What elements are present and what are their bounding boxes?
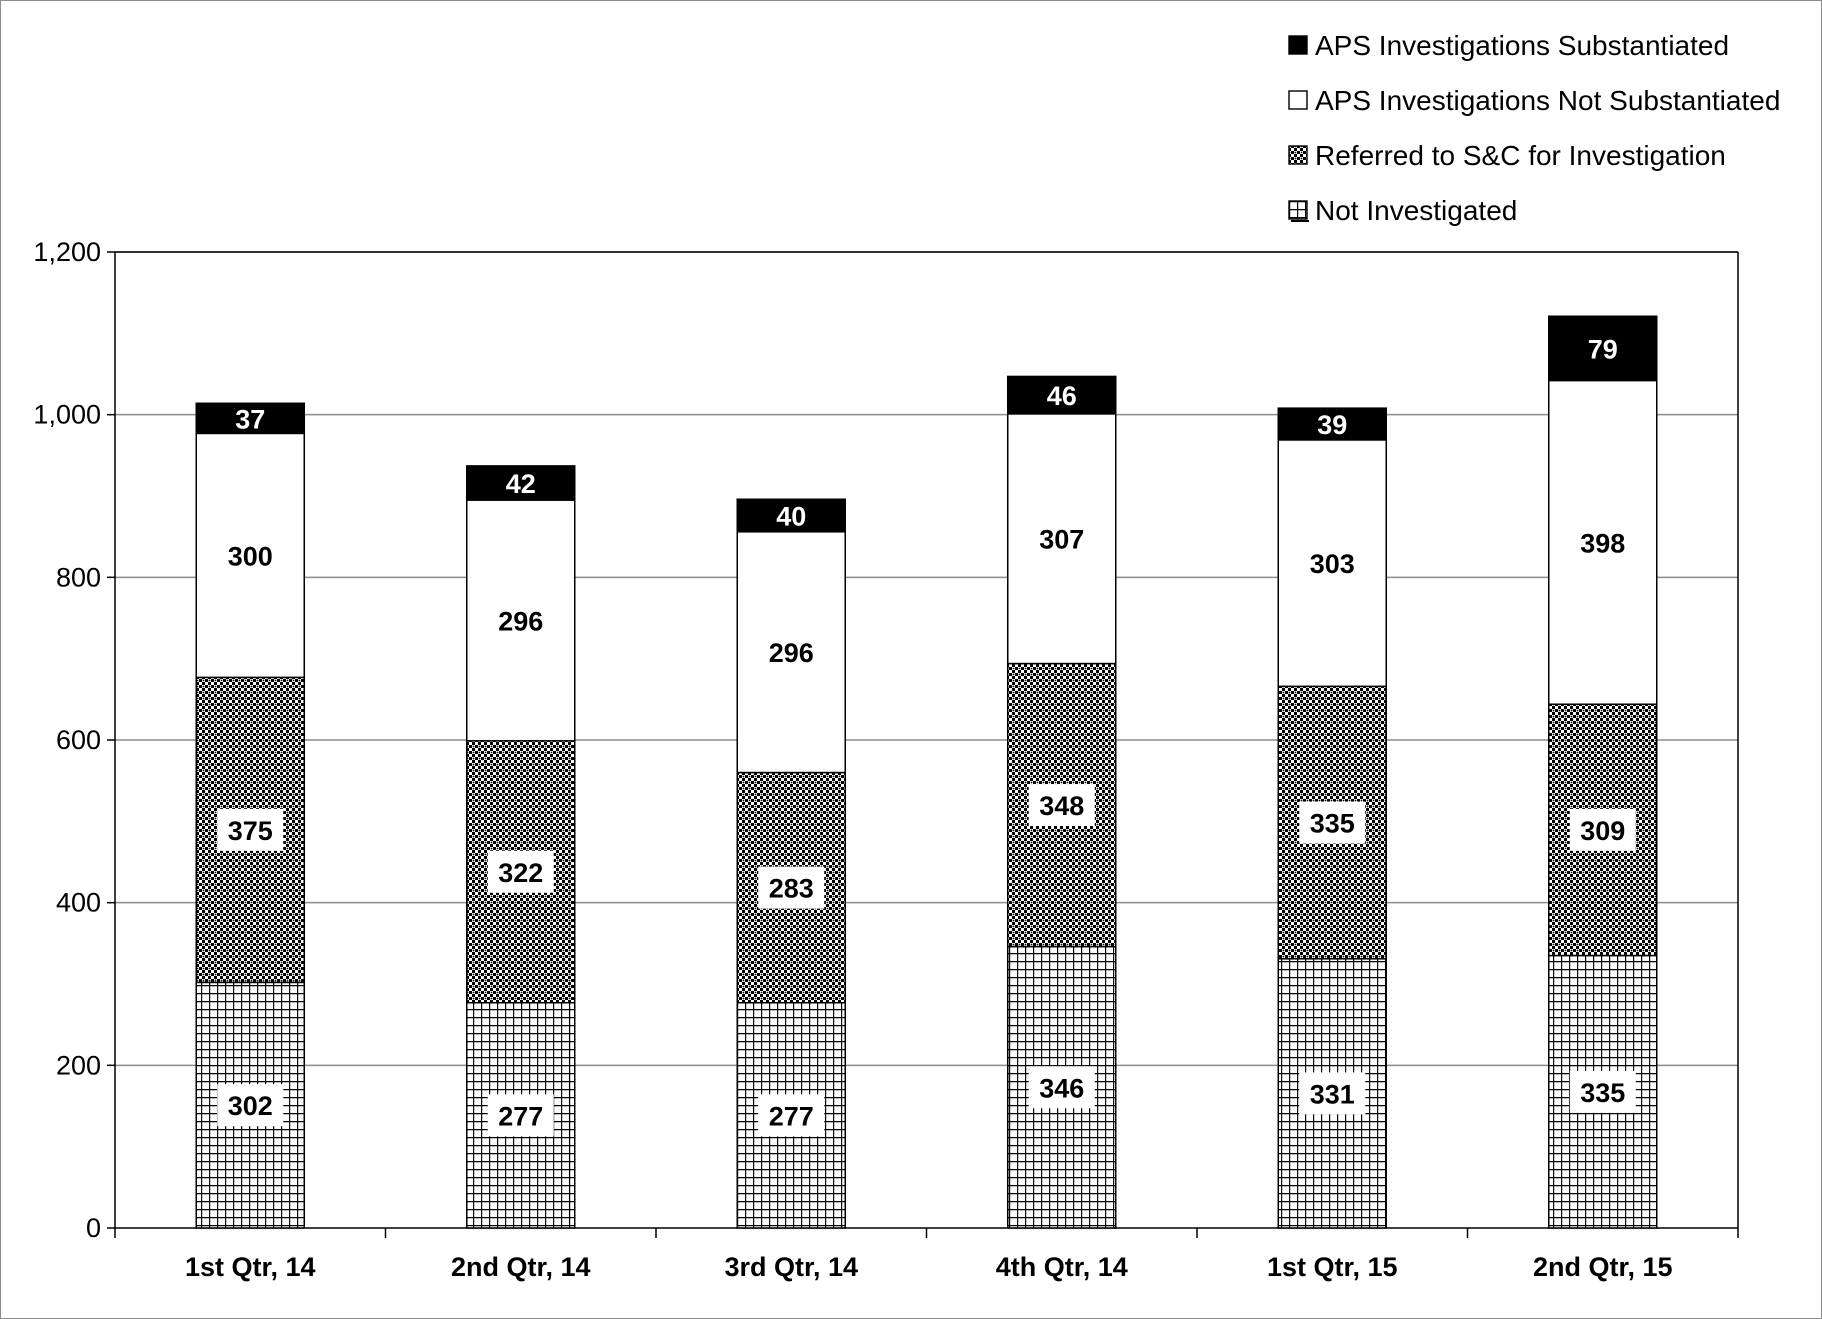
data-label: 398	[1580, 528, 1625, 558]
data-label-bg	[1299, 1072, 1366, 1115]
data-label-bg	[217, 808, 284, 851]
bar-segment	[1007, 413, 1117, 665]
data-label: 331	[1310, 1079, 1355, 1109]
bar-segment	[466, 465, 576, 501]
gridlines	[115, 251, 1738, 1067]
bar-segment	[195, 402, 305, 435]
data-label-bg	[1569, 808, 1636, 851]
data-label: 42	[506, 469, 536, 499]
x-tick-label: 2nd Qtr, 15	[1533, 1252, 1673, 1282]
data-label: 37	[235, 404, 265, 434]
data-label-bg	[1569, 1070, 1636, 1113]
data-label-bg	[487, 1094, 554, 1137]
data-label: 40	[776, 502, 806, 532]
data-label-bg	[758, 866, 825, 909]
y-tick-label: 600	[56, 725, 101, 755]
data-label-bg	[758, 1094, 825, 1137]
data-label: 335	[1580, 1078, 1625, 1108]
legend-label: APS Investigations Not Substantiated	[1315, 85, 1780, 116]
axes: 0 200 400 600 800 1,000 1,200 1st Qtr, 14 2nd Qt…	[33, 237, 1739, 1282]
data-label: 300	[228, 541, 273, 571]
bar-segment	[466, 499, 576, 742]
data-label: 303	[1310, 549, 1355, 579]
bar-segment	[1007, 375, 1117, 415]
data-labels: 302 375 300 37 277 322 296 42 277 283 296 40 346 348 3…	[217, 334, 1636, 1137]
data-label: 79	[1588, 334, 1618, 364]
x-tick-label: 1st Qtr, 14	[185, 1252, 316, 1282]
data-label: 335	[1310, 809, 1355, 839]
y-tick-label: 200	[56, 1050, 101, 1080]
legend-swatch	[1288, 35, 1308, 55]
y-tick-label: 400	[56, 888, 101, 918]
data-label: 277	[769, 1101, 814, 1131]
data-label-bg	[217, 1084, 284, 1127]
y-tick-label: 0	[86, 1213, 101, 1243]
legend-label: Referred to S&C for Investigation	[1315, 140, 1726, 171]
data-label-bg	[487, 850, 554, 893]
bar-segment	[1548, 315, 1658, 382]
data-label: 348	[1039, 791, 1084, 821]
legend-label: Not Investigated	[1315, 195, 1517, 226]
legend-label: APS Investigations Substantiated	[1315, 30, 1729, 61]
y-tick-label: 1,200	[33, 237, 101, 267]
data-label: 46	[1047, 381, 1077, 411]
data-label: 375	[228, 816, 273, 846]
data-label: 346	[1039, 1073, 1084, 1103]
data-label: 283	[769, 874, 814, 904]
bar-segment	[1277, 407, 1387, 441]
y-tick-label: 800	[56, 562, 101, 592]
legend-swatch	[1288, 90, 1308, 110]
data-label: 296	[769, 638, 814, 668]
data-label-bg	[1028, 784, 1095, 827]
bar-segment	[195, 676, 305, 984]
data-label: 277	[498, 1101, 543, 1131]
data-label: 302	[228, 1091, 273, 1121]
legend-swatch	[1288, 145, 1308, 165]
data-label: 307	[1039, 525, 1084, 555]
x-tick-label: 1st Qtr, 15	[1267, 1252, 1398, 1282]
data-label-bg	[1299, 801, 1366, 844]
data-label-bg	[1028, 1066, 1095, 1109]
bar-segment	[195, 432, 305, 679]
x-tick-label: 2nd Qtr, 14	[451, 1252, 591, 1282]
data-label: 296	[498, 606, 543, 636]
bar-segment	[736, 498, 846, 533]
data-label: 309	[1580, 816, 1625, 846]
y-tick-label: 1,000	[33, 400, 101, 430]
x-tick-label: 3rd Qtr, 14	[724, 1252, 858, 1282]
x-tick-label: 4th Qtr, 14	[996, 1252, 1128, 1282]
data-label: 322	[498, 858, 543, 888]
bars	[195, 315, 1658, 1229]
bar-segment	[736, 531, 846, 774]
legend-swatch	[1288, 200, 1308, 220]
bar-segment	[1548, 379, 1658, 705]
legend: APS Investigations Substantiated APS Inve…	[1288, 30, 1780, 226]
data-label: 39	[1317, 410, 1347, 440]
